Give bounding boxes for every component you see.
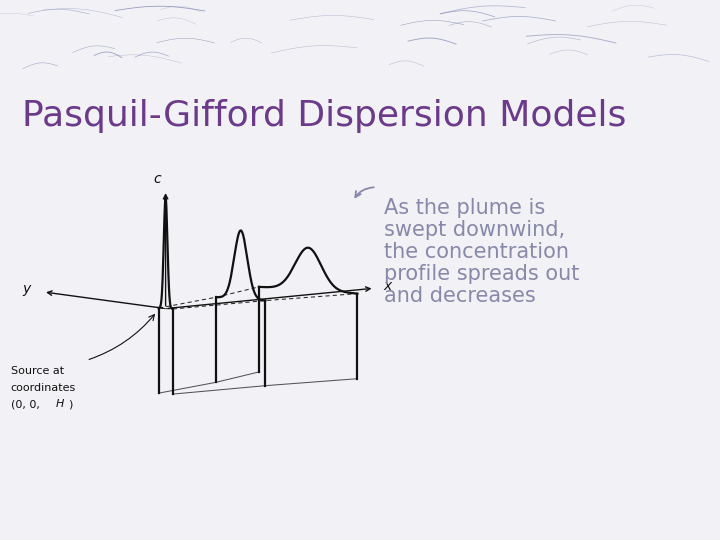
Text: Pasquil-Gifford Dispersion Models: Pasquil-Gifford Dispersion Models (22, 99, 626, 133)
Text: As the plume is: As the plume is (384, 198, 545, 218)
Text: (0, 0,: (0, 0, (11, 399, 43, 409)
Text: coordinates: coordinates (11, 382, 76, 393)
Text: and decreases: and decreases (384, 286, 536, 306)
Text: ): ) (68, 399, 73, 409)
Text: the concentration: the concentration (384, 242, 569, 262)
Text: profile spreads out: profile spreads out (384, 264, 579, 284)
Text: H: H (55, 399, 64, 409)
Text: Source at: Source at (11, 366, 64, 376)
Text: swept downwind,: swept downwind, (384, 220, 565, 240)
Text: x: x (384, 279, 392, 293)
Text: c: c (153, 172, 161, 186)
Text: y: y (22, 282, 30, 296)
